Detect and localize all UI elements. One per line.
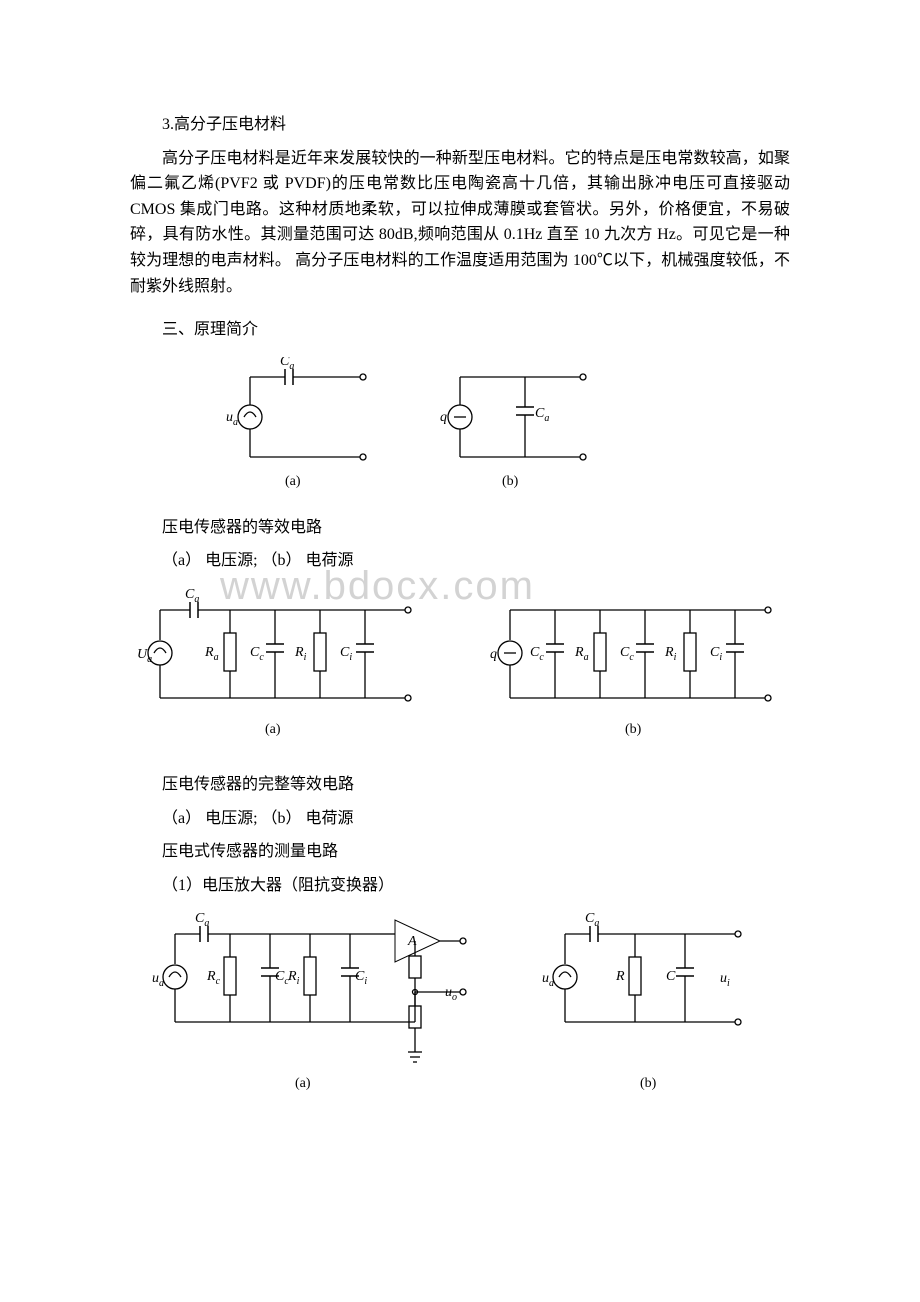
svg-text:Rc: Rc [206,969,221,987]
svg-text:Ca: Ca [280,357,294,372]
svg-text:R: R [615,969,625,984]
figure2-row: www.bdocx.com Ca Ua Ra Cc Ri [130,588,790,748]
meas-sub1: （1）电压放大器（阻抗变换器） [130,873,790,899]
fig1b-q: q [440,410,447,425]
fig1-subcaption: （a） 电压源; （b） 电荷源 [130,548,790,574]
heading-polymer: 3.高分子压电材料 [130,112,790,138]
fig1b-Ca-sub: a [544,413,549,424]
svg-text:uo: uo [445,985,457,1003]
svg-text:Ri: Ri [294,645,307,663]
svg-text:Cc: Cc [620,645,634,663]
svg-text:(b): (b) [640,1076,657,1091]
heading-principle: 三、原理简介 [130,317,790,343]
fig2b-svg: q Cc Ra Cc Ri Ci (b) [485,588,785,748]
svg-text:Ri: Ri [287,969,300,987]
svg-text:ua: ua [226,410,238,428]
fig1a-svg: Ca ua (a) [220,357,380,507]
svg-text:Ci: Ci [710,645,722,663]
svg-text:ui: ui [720,971,730,989]
figure3-row: Ca A uo ua Rc [130,912,790,1102]
fig1a-ua-sub: a [233,417,238,428]
fig1a-label: (a) [285,474,301,489]
fig1b-svg: q Ca (b) [430,357,600,507]
svg-text:Ri: Ri [664,645,677,663]
svg-text:Ci: Ci [355,969,367,987]
svg-text:(b): (b) [625,722,642,737]
svg-text:Ca: Ca [585,912,599,929]
fig2-subcaption: （a） 电压源; （b） 电荷源 [130,806,790,832]
paragraph-polymer: 高分子压电材料是近年来发展较快的一种新型压电材料。它的特点是压电常数较高，如聚偏… [130,146,790,300]
svg-text:ua: ua [542,971,554,989]
svg-text:Ra: Ra [574,645,589,663]
svg-text:Ra: Ra [204,645,219,663]
svg-text:(a): (a) [265,722,281,737]
figure1-row: Ca ua (a) q Ca (b) [220,357,790,507]
fig1a-ua: u [226,410,233,425]
fig1a-Ca-sub: a [289,361,294,372]
fig1-caption: 压电传感器的等效电路 [130,515,790,541]
svg-text:ua: ua [152,971,164,989]
fig3a-svg: Ca A uo ua Rc [150,912,480,1102]
meas-title: 压电式传感器的测量电路 [130,839,790,865]
svg-text:Ca: Ca [195,912,209,929]
fig2a-svg: Ca Ua Ra Cc Ri Ci (a) [135,588,425,748]
fig2-caption: 压电传感器的完整等效电路 [130,772,790,798]
svg-text:Ci: Ci [340,645,352,663]
svg-text:Cc: Cc [250,645,264,663]
svg-text:C: C [666,969,676,984]
svg-text:q: q [490,647,497,662]
fig1b-label: (b) [502,474,519,489]
svg-text:Ca: Ca [185,588,199,605]
fig3b-svg: Ca ua R C ui (b) [540,912,770,1102]
svg-text:Cc: Cc [530,645,544,663]
svg-text:(a): (a) [295,1076,311,1091]
svg-text:Ca: Ca [535,406,549,424]
